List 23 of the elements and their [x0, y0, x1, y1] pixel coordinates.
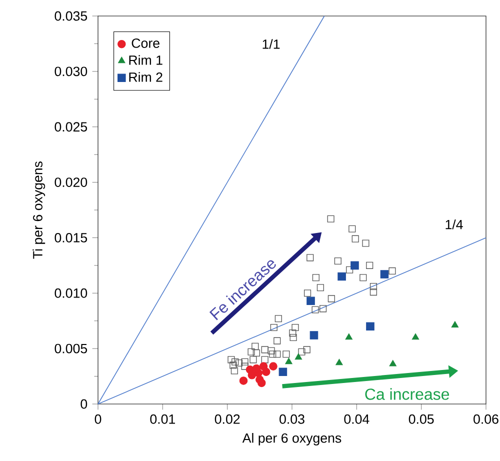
y-tick-label: 0 [80, 399, 88, 409]
y-tick-label: 0.005 [54, 344, 88, 354]
x-tick-label: 0.03 [280, 414, 304, 424]
series-label: 1/4 [446, 219, 463, 230]
x-tick-label: 0.04 [344, 414, 370, 424]
y-tick-label: 0.020 [54, 178, 88, 188]
y-tick-label: 0.030 [54, 66, 88, 76]
legend-label: Core [132, 38, 160, 48]
y-tick-label: 0.035 [54, 11, 88, 21]
annotation: Ca increase [365, 388, 450, 400]
x-tick-label: 0.06 [474, 414, 498, 424]
y-axis-title: Ti per 6 oxygens [32, 161, 46, 259]
x-tick-label: 0.02 [214, 414, 240, 424]
y-tick-label: 0.015 [54, 233, 88, 242]
x-tick-label: 0.01 [150, 414, 175, 424]
series-label: 1/1 [262, 39, 280, 49]
x-tick-label: 0.05 [408, 414, 434, 424]
x-tick-label: 0 [94, 414, 102, 424]
y-tick-label: 0.025 [54, 122, 88, 132]
y-tick-label: 0.010 [54, 288, 88, 298]
legend-label: Rim 1 [129, 55, 162, 65]
x-axis-title: Al per 6 oxygens [242, 432, 342, 446]
legend-label: Rim 2 [129, 72, 162, 82]
